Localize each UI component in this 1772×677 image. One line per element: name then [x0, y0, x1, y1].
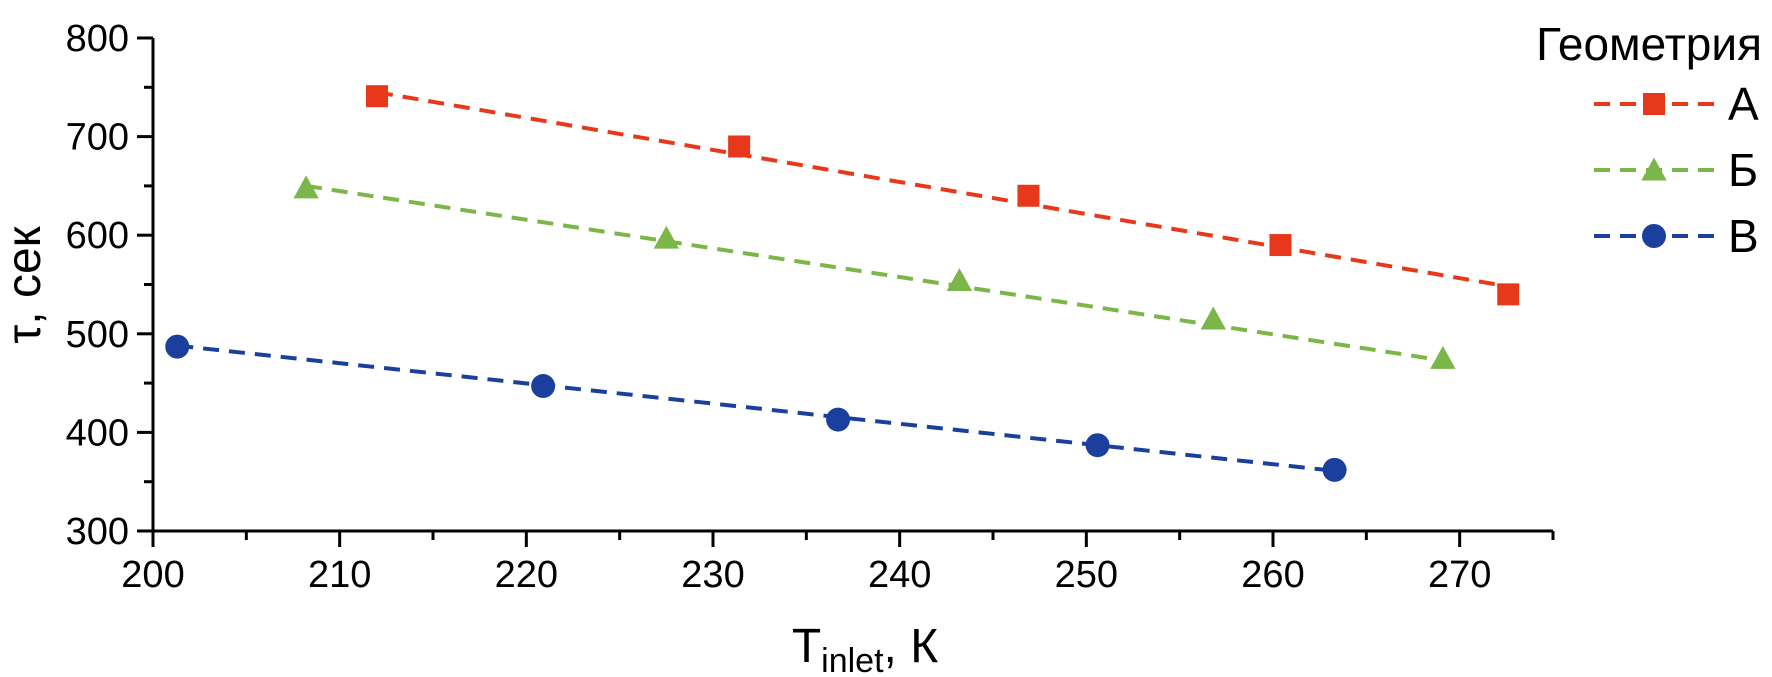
data-point — [1269, 234, 1292, 257]
x-tick-label: 260 — [1241, 554, 1304, 596]
y-tick-label: 700 — [66, 117, 129, 159]
legend-entry-3: В — [1594, 210, 1759, 262]
data-point — [1430, 346, 1456, 369]
x-axis-title-main: T — [792, 620, 821, 673]
legend-marker — [1641, 157, 1667, 181]
y-tick-label: 800 — [66, 18, 129, 60]
legend-title: Геометрия — [1536, 18, 1762, 70]
x-axis-title-subscript: inlet — [821, 642, 884, 677]
x-tick-label: 270 — [1428, 554, 1491, 596]
data-point — [165, 334, 190, 359]
fit-line — [305, 183, 1444, 363]
legend-label: Б — [1728, 144, 1758, 196]
series-2 — [293, 175, 1456, 369]
y-tick-label: 400 — [66, 412, 129, 454]
x-tick-label: 210 — [308, 554, 371, 596]
data-point — [293, 175, 319, 199]
y-axis-title: τ, сек — [0, 225, 51, 343]
legend-entry-1: А — [1594, 78, 1759, 130]
x-axis-title-unit: , К — [884, 620, 939, 673]
data-point — [531, 374, 556, 399]
data-point — [946, 268, 973, 292]
data-point — [653, 225, 679, 249]
x-axis-title: Tinlet, К — [792, 620, 938, 677]
legend-marker — [1642, 224, 1666, 248]
x-tick-label: 220 — [495, 554, 558, 596]
legend-label: В — [1728, 210, 1759, 262]
legend-marker — [1643, 93, 1665, 115]
y-tick-label: 300 — [66, 511, 129, 553]
x-tick-label: 240 — [868, 554, 931, 596]
data-point — [1200, 306, 1226, 330]
series-layer — [165, 85, 1520, 482]
data-point — [728, 135, 751, 158]
legend-label: А — [1728, 78, 1759, 130]
data-point — [826, 407, 851, 432]
fit-line — [177, 343, 1335, 473]
series-3 — [165, 334, 1347, 482]
series-1 — [366, 85, 1520, 306]
data-point — [1322, 457, 1347, 482]
x-tick-label: 200 — [121, 554, 184, 596]
fit-line — [376, 90, 1509, 289]
axes: 200 210 220 230 240 250 260 270 300 400 500 600 700 8… — [66, 18, 1555, 596]
x-tick-label: 250 — [1055, 554, 1118, 596]
data-point — [1085, 433, 1110, 458]
legend: Геометрия АБВ — [1536, 18, 1762, 262]
data-point — [1017, 184, 1040, 207]
data-point — [366, 85, 388, 108]
y-tick-label: 500 — [66, 314, 129, 356]
x-tick-label: 230 — [681, 554, 744, 596]
y-tick-label: 600 — [66, 215, 129, 257]
data-point — [1497, 283, 1520, 306]
legend-entry-2: Б — [1594, 144, 1758, 196]
